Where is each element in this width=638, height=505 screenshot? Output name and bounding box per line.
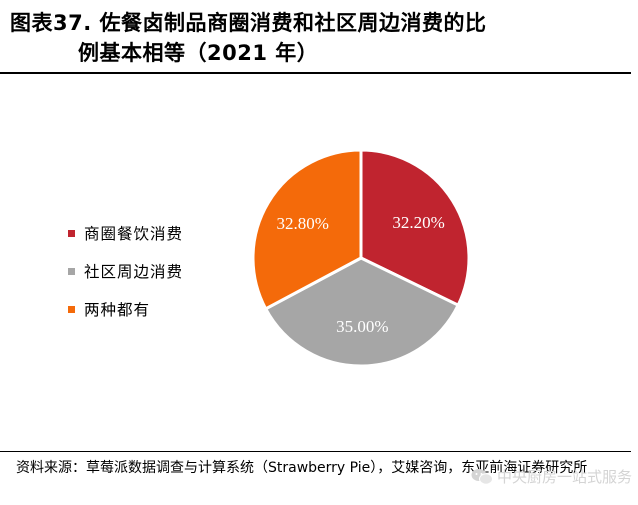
legend-item-shequ: 社区周边消费 xyxy=(68,252,183,290)
legend-swatch xyxy=(68,267,75,275)
pie-data-label: 32.20% xyxy=(392,213,444,232)
pie-data-label: 35.00% xyxy=(336,317,388,336)
legend-label: 商圈餐饮消费 xyxy=(84,225,184,243)
pie-slice-shangquan xyxy=(359,148,471,308)
legend-label: 两种都有 xyxy=(84,301,151,319)
figure-title-line1: 图表37. 佐餐卤制品商圈消费和社区周边消费的比 xyxy=(10,11,487,35)
pie-slice-shequ xyxy=(263,256,461,368)
wechat-icon xyxy=(471,468,493,485)
pie-slice-both xyxy=(251,148,363,311)
chart-legend: 商圈餐饮消费 社区周边消费 两种都有 xyxy=(68,214,183,328)
figure-title: 图表37. 佐餐卤制品商圈消费和社区周边消费的比 例基本相等（2021 年） xyxy=(10,8,620,68)
legend-item-both: 两种都有 xyxy=(68,290,183,328)
legend-swatch xyxy=(68,229,75,237)
legend-swatch xyxy=(68,305,75,313)
source-note: 资料来源：草莓派数据调查与计算系统（Strawberry Pie），艾媒咨询，东… xyxy=(16,460,588,476)
bottom-divider xyxy=(0,451,631,452)
watermark: 中央厨房一站式服务 xyxy=(471,466,632,487)
legend-label: 社区周边消费 xyxy=(84,263,184,281)
top-divider xyxy=(0,72,631,74)
watermark-text: 中央厨房一站式服务 xyxy=(496,468,632,486)
legend-item-shangquan: 商圈餐饮消费 xyxy=(68,214,183,252)
pie-chart-area: 32.20% 35.00% 32.80% xyxy=(0,74,638,451)
pie-data-label: 32.80% xyxy=(276,214,328,233)
figure-title-line2: 例基本相等（2021 年） xyxy=(78,41,319,65)
pie-chart: 32.20% 35.00% 32.80% xyxy=(251,148,471,368)
